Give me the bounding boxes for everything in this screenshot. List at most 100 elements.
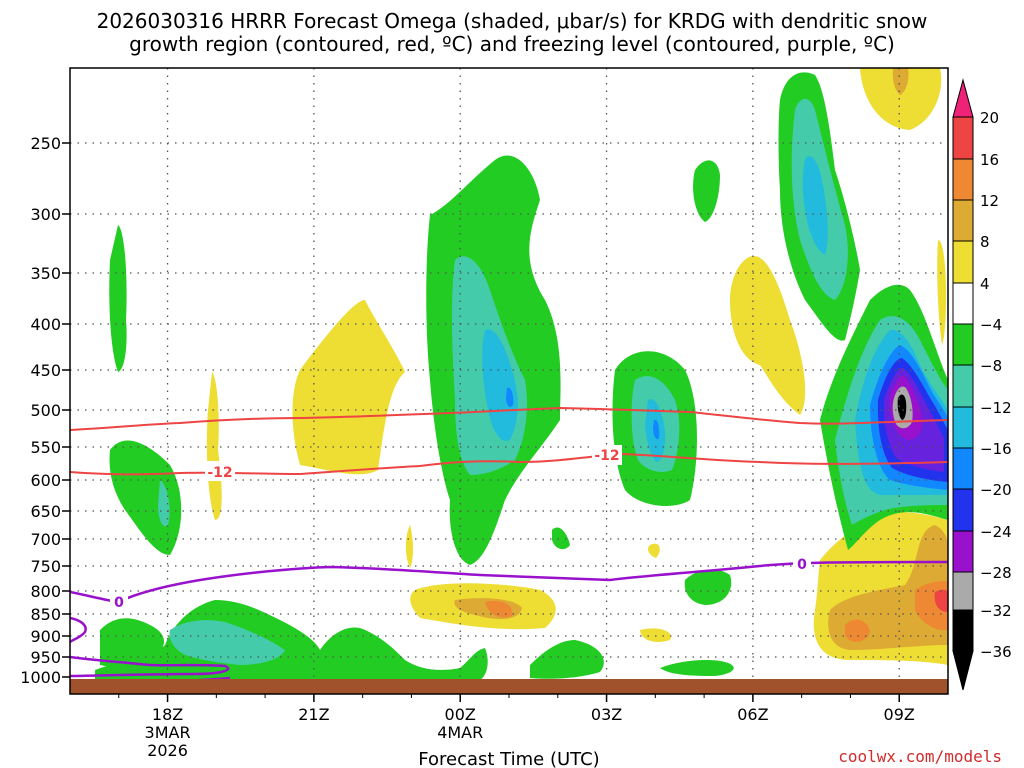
- y-tick-label: 550: [30, 438, 61, 457]
- x-tick-label: 18Z: [152, 705, 183, 724]
- freezing-level-contour: [70, 616, 87, 643]
- omega-area: [640, 628, 671, 642]
- colorbar-label: −4: [980, 316, 1002, 334]
- colorbar-label: −12: [980, 399, 1012, 417]
- y-tick-label: 500: [30, 401, 61, 420]
- colorbar-label: −36: [980, 643, 1012, 661]
- y-tick-label: 950: [30, 648, 61, 667]
- colorbar-label: −16: [980, 440, 1012, 458]
- dgz-lower-contour: [70, 452, 948, 476]
- freezing-level-contour: [70, 560, 948, 604]
- omega-area: [828, 525, 948, 650]
- x-tick-label: 00Z: [445, 705, 476, 724]
- colorbar-segment: [952, 571, 974, 611]
- omega-area: [892, 68, 909, 95]
- colorbar-segment: [952, 240, 974, 284]
- x-tick-label: 09Z: [884, 705, 915, 724]
- omega-area: [109, 440, 182, 555]
- freezing-level-contour: [70, 655, 230, 678]
- colorbar: 20 16 12 8 4 −4 −8 −12 −16 −20 −24 −28 −32 −36: [952, 78, 1012, 691]
- colorbar-top-arrow: [952, 78, 974, 118]
- colorbar-segment: [952, 488, 974, 532]
- y-tick-label: 850: [30, 605, 61, 624]
- omega-area: [109, 225, 127, 372]
- y-tick-label: 800: [30, 582, 61, 601]
- omega-shading: [95, 68, 948, 680]
- omega-area: [693, 160, 720, 222]
- omega-area: [95, 600, 488, 680]
- omega-area: [552, 527, 570, 550]
- freezing-label-bg: [793, 554, 811, 572]
- colorbar-segment: [952, 158, 974, 201]
- omega-area: [405, 525, 413, 568]
- dgz-label-bg: [205, 461, 235, 481]
- x-tick-sublabel: 4MAR: [437, 723, 483, 742]
- x-tick-label: 21Z: [298, 705, 329, 724]
- omega-positive-red: [934, 589, 948, 612]
- chart-title-line-2: growth region (contoured, red, ºC) and f…: [129, 32, 895, 56]
- colorbar-label: −8: [980, 357, 1002, 375]
- x-tick-sublabel: 3MAR: [145, 723, 191, 742]
- colorbar-segment: [952, 406, 974, 449]
- x-tick-label: 03Z: [591, 705, 622, 724]
- dgz-upper-contour: [70, 406, 948, 431]
- omega-area: [485, 600, 513, 618]
- y-tick-label: 750: [30, 557, 61, 576]
- y-tick-label: 400: [30, 315, 61, 334]
- omega-area: [802, 156, 828, 255]
- y-tick-label: 350: [30, 264, 61, 283]
- chart-title-line-1: 2026030316 HRRR Forecast Omega (shaded, …: [96, 9, 928, 33]
- colorbar-segment: [952, 447, 974, 490]
- x-tick-label: 06Z: [737, 705, 768, 724]
- y-tick-label: 700: [30, 530, 61, 549]
- source-credit: coolwx.com/models: [838, 747, 1002, 766]
- omega-area: [206, 372, 222, 520]
- omega-area: [100, 618, 165, 667]
- dgz-label: -12: [594, 448, 619, 464]
- colorbar-segment: [952, 364, 974, 408]
- y-tick-label: 250: [30, 134, 61, 153]
- omega-area: [684, 569, 732, 605]
- colorbar-segment: [952, 323, 974, 366]
- colorbar-label: 12: [980, 192, 999, 210]
- dgz-label: -12: [207, 465, 232, 481]
- omega-area: [937, 240, 947, 345]
- colorbar-segment: [952, 282, 974, 325]
- colorbar-label: −20: [980, 481, 1012, 499]
- omega-area: [653, 419, 660, 440]
- colorbar-label: 4: [980, 275, 990, 293]
- y-tick-label: 450: [30, 361, 61, 380]
- y-tick-label: 1000: [20, 668, 61, 687]
- colorbar-label: 20: [980, 109, 999, 127]
- y-tick-label: 600: [30, 471, 61, 490]
- omega-area: [158, 480, 170, 527]
- omega-area: [648, 543, 660, 558]
- omega-area: [730, 256, 806, 415]
- omega-area: [292, 300, 405, 475]
- y-tick-label: 650: [30, 502, 61, 521]
- omega-positive-areas: [206, 68, 948, 665]
- colorbar-label: −32: [980, 602, 1012, 620]
- colorbar-segment: [952, 530, 974, 573]
- y-tick-label: 300: [30, 205, 61, 224]
- x-axis-label: Forecast Time (UTC): [418, 749, 599, 768]
- colorbar-segment: [952, 609, 974, 652]
- colorbar-bottom-arrow: [952, 650, 974, 691]
- omega-area: [530, 640, 604, 679]
- omega-area: [934, 589, 948, 612]
- omega-area: [169, 620, 285, 665]
- y-tick-label: 900: [30, 627, 61, 646]
- colorbar-label: 16: [980, 151, 999, 169]
- dgz-label-bg: [592, 445, 622, 465]
- dgz-contours: -12 -12: [70, 406, 948, 481]
- colorbar-segment: [952, 199, 974, 242]
- omega-area: [482, 329, 518, 441]
- x-tick-sublabel: 2026: [147, 741, 188, 760]
- colorbar-label: −24: [980, 523, 1012, 541]
- omega-area: [506, 387, 514, 408]
- freezing-label: 0: [797, 557, 807, 573]
- colorbar-segment: [952, 116, 974, 160]
- omega-area: [860, 68, 942, 130]
